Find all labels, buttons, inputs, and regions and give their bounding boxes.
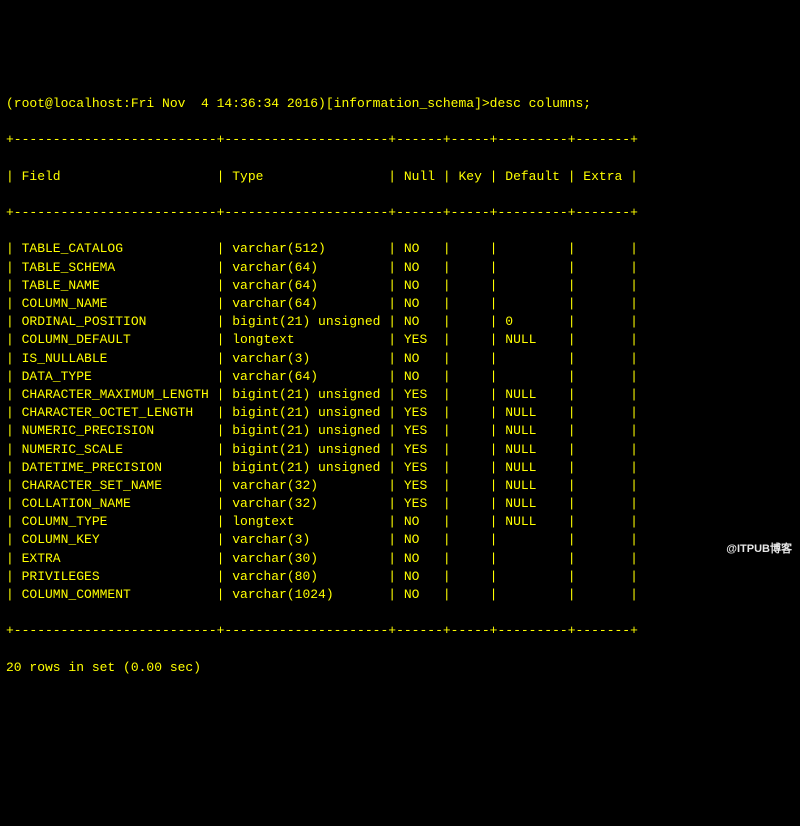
table-row: | TABLE_CATALOG | varchar(512) | NO | | … [6, 240, 794, 258]
table-row: | COLUMN_COMMENT | varchar(1024) | NO | … [6, 586, 794, 604]
watermark: @ITPUB博客 [726, 542, 792, 557]
table-row: | COLUMN_DEFAULT | longtext | YES | | NU… [6, 331, 794, 349]
table-row: | CHARACTER_SET_NAME | varchar(32) | YES… [6, 477, 794, 495]
table-header-row: | Field | Type | Null | Key | Default | … [6, 168, 794, 186]
table-row: | TABLE_SCHEMA | varchar(64) | NO | | | … [6, 259, 794, 277]
table-row: | CHARACTER_OCTET_LENGTH | bigint(21) un… [6, 404, 794, 422]
table-row: | NUMERIC_SCALE | bigint(21) unsigned | … [6, 441, 794, 459]
table-border-top: +--------------------------+------------… [6, 131, 794, 149]
table-row: | COLUMN_KEY | varchar(3) | NO | | | | [6, 531, 794, 549]
prompt-text: (root@localhost:Fri Nov 4 14:36:34 2016)… [6, 96, 591, 111]
table-row: | DATA_TYPE | varchar(64) | NO | | | | [6, 368, 794, 386]
table-row: | NUMERIC_PRECISION | bigint(21) unsigne… [6, 422, 794, 440]
terminal-output: (root@localhost:Fri Nov 4 14:36:34 2016)… [0, 73, 800, 699]
table-row: | TABLE_NAME | varchar(64) | NO | | | | [6, 277, 794, 295]
table-row: | DATETIME_PRECISION | bigint(21) unsign… [6, 459, 794, 477]
footer-line: 20 rows in set (0.00 sec) [6, 659, 794, 677]
table-row: | COLLATION_NAME | varchar(32) | YES | |… [6, 495, 794, 513]
table-row: | ORDINAL_POSITION | bigint(21) unsigned… [6, 313, 794, 331]
table-row: | EXTRA | varchar(30) | NO | | | | [6, 550, 794, 568]
table-border-bottom: +--------------------------+------------… [6, 622, 794, 640]
table-border-mid: +--------------------------+------------… [6, 204, 794, 222]
table-row: | COLUMN_NAME | varchar(64) | NO | | | | [6, 295, 794, 313]
prompt-line: (root@localhost:Fri Nov 4 14:36:34 2016)… [6, 95, 794, 113]
table-row: | COLUMN_TYPE | longtext | NO | | NULL |… [6, 513, 794, 531]
table-row: | CHARACTER_MAXIMUM_LENGTH | bigint(21) … [6, 386, 794, 404]
table-row: | IS_NULLABLE | varchar(3) | NO | | | | [6, 350, 794, 368]
table-row: | PRIVILEGES | varchar(80) | NO | | | | [6, 568, 794, 586]
